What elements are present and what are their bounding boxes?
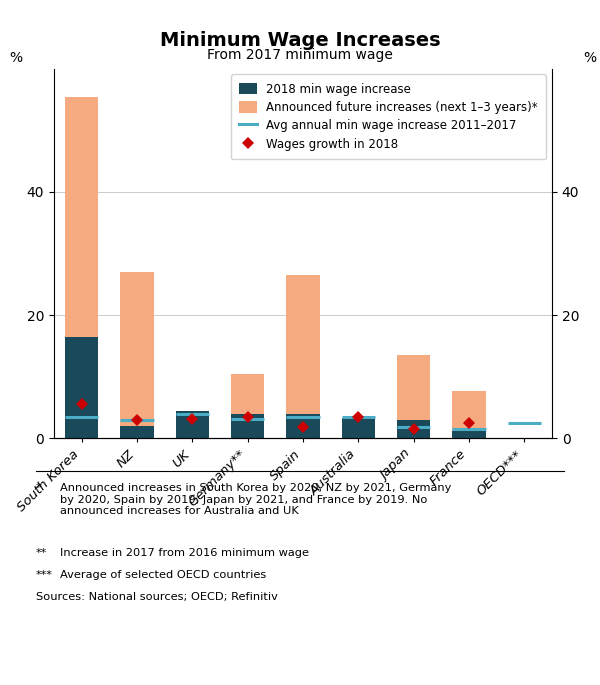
Text: Announced increases in South Korea by 2020, NZ by 2021, Germany
by 2020, Spain b: Announced increases in South Korea by 20…: [60, 483, 451, 516]
Bar: [65, 337, 98, 438]
Text: Sources: National sources; OECD; Refinitiv: Sources: National sources; OECD; Refinit…: [36, 592, 278, 602]
Bar: [65, 97, 98, 337]
Text: Increase in 2017 from 2016 minimum wage: Increase in 2017 from 2016 minimum wage: [60, 548, 309, 558]
Bar: [176, 411, 209, 438]
Bar: [231, 414, 264, 438]
Text: From 2017 minimum wage: From 2017 minimum wage: [207, 48, 393, 62]
Bar: [397, 356, 430, 420]
Text: Minimum Wage Increases: Minimum Wage Increases: [160, 31, 440, 50]
Bar: [121, 272, 154, 426]
Text: Average of selected OECD countries: Average of selected OECD countries: [60, 570, 266, 580]
Bar: [452, 391, 485, 431]
Bar: [286, 275, 320, 414]
Text: *: *: [36, 483, 41, 493]
Text: ***: ***: [36, 570, 53, 580]
Legend: 2018 min wage increase, Announced future increases (next 1–3 years)*, Avg annual: 2018 min wage increase, Announced future…: [231, 75, 546, 159]
Text: %: %: [9, 51, 22, 65]
Text: **: **: [36, 548, 47, 558]
Bar: [286, 414, 320, 438]
Text: %: %: [584, 51, 597, 65]
Bar: [231, 374, 264, 414]
Bar: [397, 420, 430, 438]
Bar: [452, 431, 485, 438]
Bar: [121, 426, 154, 438]
Bar: [342, 418, 375, 438]
